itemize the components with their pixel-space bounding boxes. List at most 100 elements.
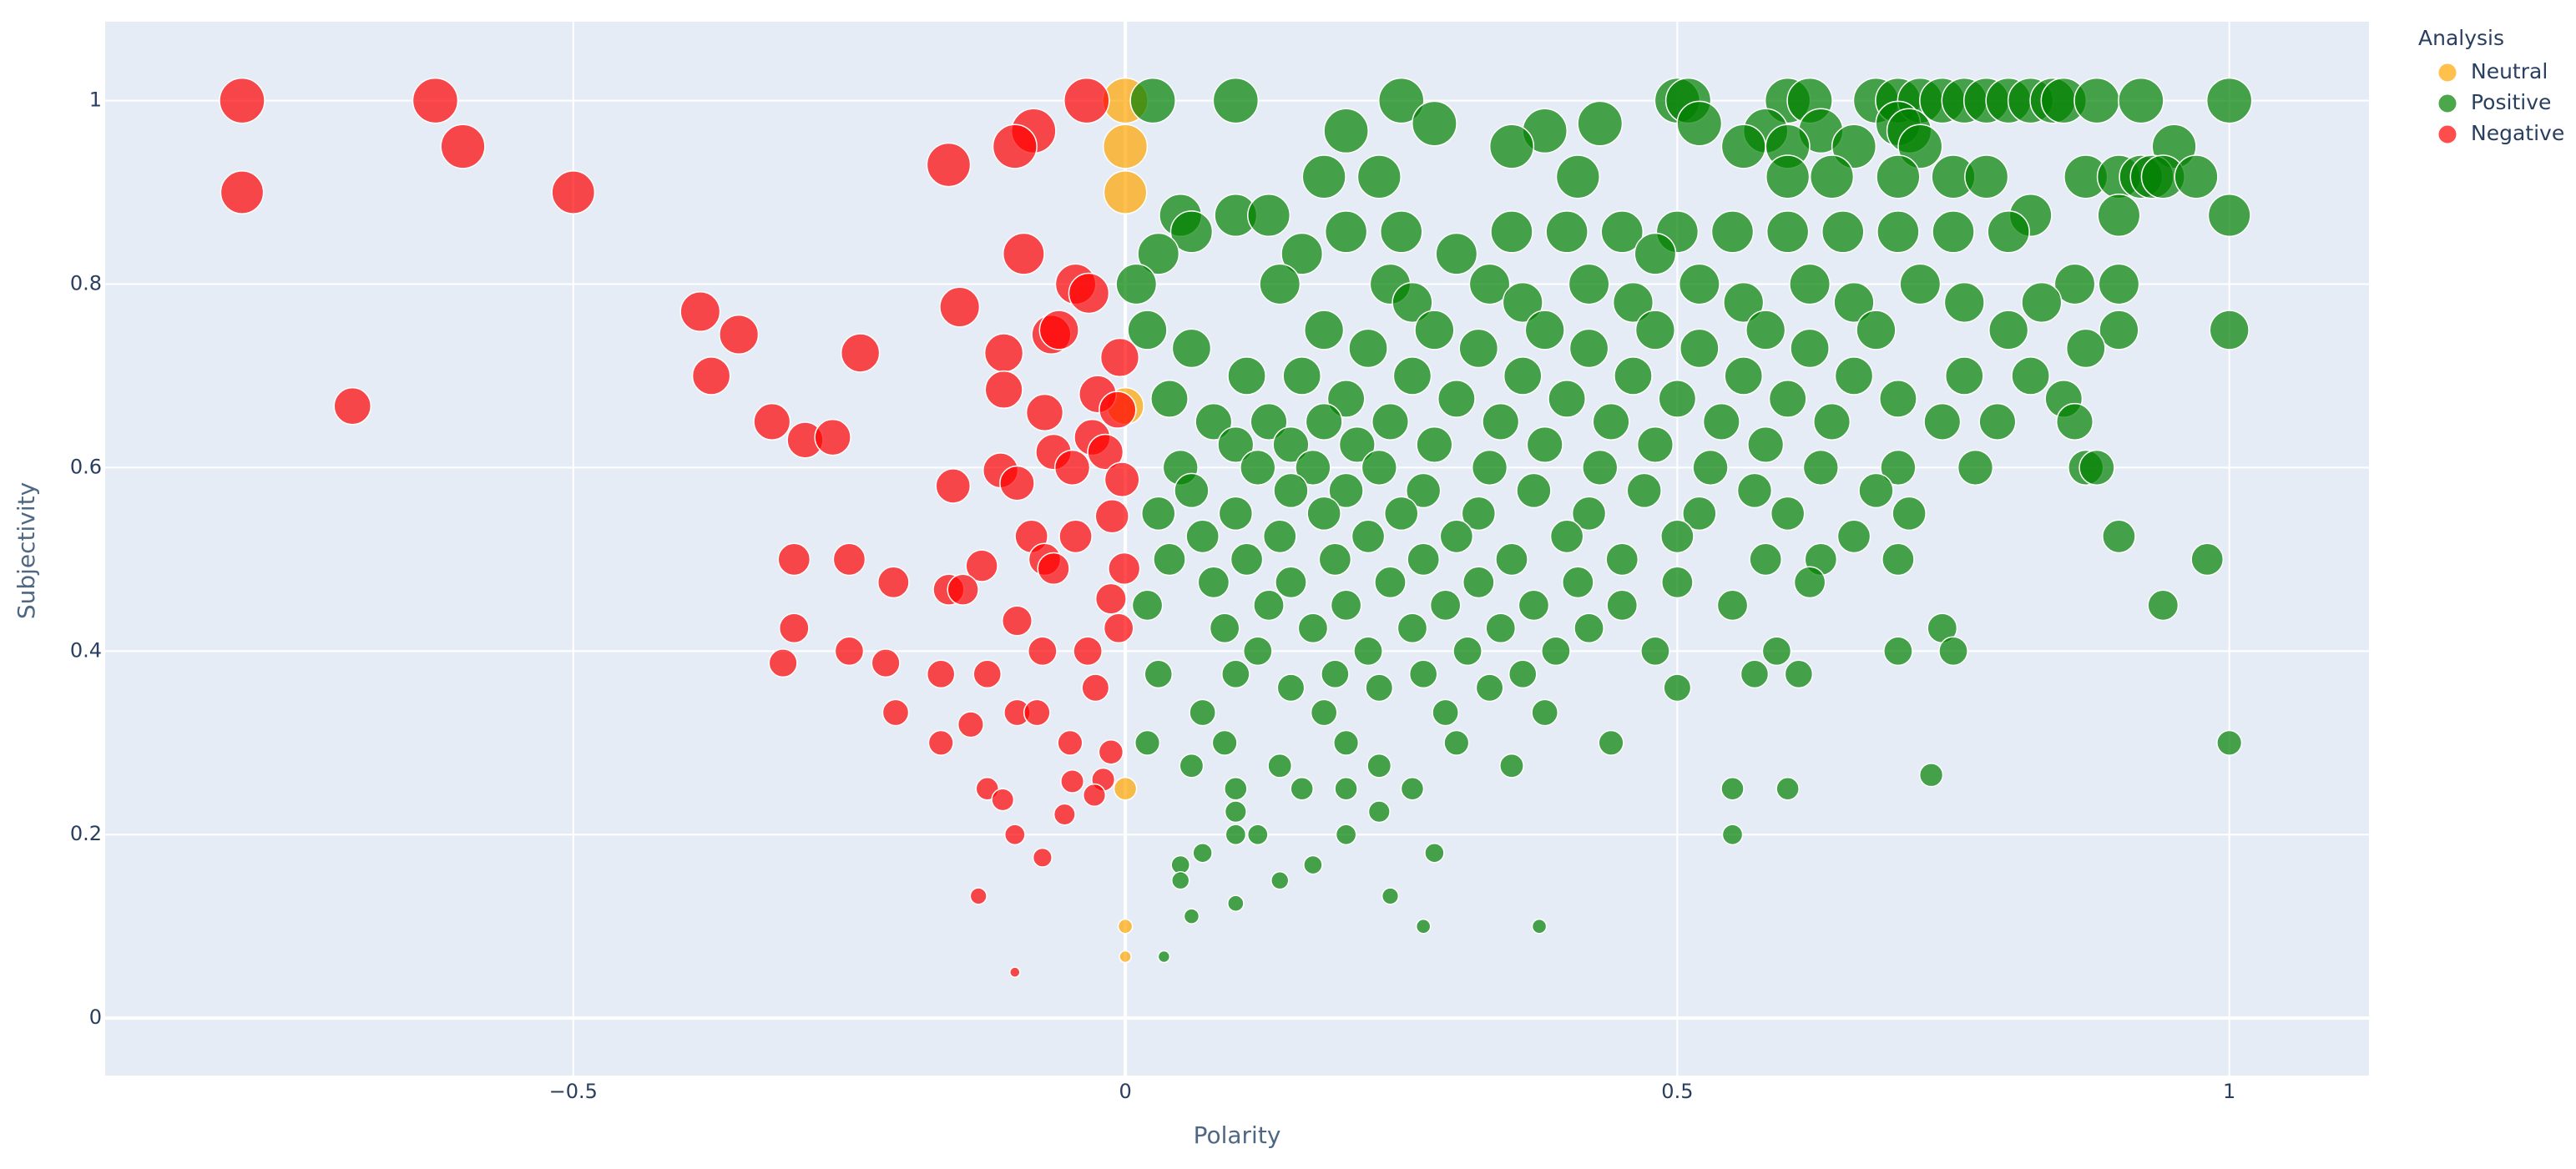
- point: [1876, 154, 1921, 199]
- point: [1038, 310, 1079, 350]
- y-tick-label: 0.4: [70, 638, 102, 662]
- point: [1663, 673, 1692, 703]
- point: [1295, 449, 1331, 486]
- point: [220, 170, 265, 214]
- point: [1724, 356, 1764, 396]
- point: [1150, 380, 1189, 418]
- point: [1761, 636, 1792, 667]
- point: [1541, 636, 1571, 667]
- point: [1113, 777, 1138, 801]
- point: [1518, 589, 1550, 622]
- point: [1716, 589, 1749, 622]
- point: [1225, 824, 1247, 846]
- point: [691, 356, 731, 396]
- point: [1856, 310, 1897, 350]
- point: [1405, 472, 1442, 509]
- point: [1802, 449, 1839, 486]
- x-axis-title: Polarity: [1194, 1121, 1281, 1149]
- point: [2118, 77, 2164, 124]
- point: [927, 729, 954, 756]
- point: [1131, 589, 1164, 622]
- point: [1549, 519, 1584, 554]
- point: [1259, 263, 1301, 305]
- point: [1516, 472, 1552, 509]
- point: [926, 659, 956, 689]
- point: [1626, 472, 1662, 509]
- point: [1745, 310, 1786, 350]
- point: [1276, 673, 1306, 703]
- point: [1218, 496, 1254, 532]
- point: [1678, 263, 1720, 305]
- point: [957, 711, 984, 738]
- point: [1661, 566, 1694, 599]
- point: [1037, 552, 1070, 586]
- point: [412, 77, 459, 124]
- point: [1605, 542, 1639, 577]
- point: [1488, 123, 1535, 169]
- point: [1987, 210, 2030, 254]
- point: [1416, 426, 1453, 464]
- point: [1272, 426, 1310, 464]
- point: [1531, 698, 1559, 727]
- point: [1721, 824, 1744, 846]
- point: [1330, 589, 1362, 622]
- point: [551, 170, 596, 214]
- point: [1612, 281, 1654, 324]
- point: [926, 142, 972, 188]
- point: [1833, 281, 1875, 324]
- point: [1424, 843, 1445, 864]
- point: [1192, 843, 1213, 864]
- point: [1545, 210, 1589, 254]
- point: [1371, 402, 1410, 441]
- point: [1356, 154, 1402, 199]
- point: [1813, 402, 1851, 441]
- point: [1127, 310, 1168, 350]
- point: [1439, 519, 1474, 554]
- point: [1366, 753, 1392, 778]
- point: [1790, 328, 1830, 369]
- point: [2053, 263, 2096, 305]
- point: [984, 370, 1023, 410]
- point: [1548, 380, 1587, 418]
- x-tick-label: −0.5: [549, 1080, 598, 1103]
- point: [1878, 380, 1917, 418]
- point: [2021, 281, 2063, 324]
- point: [983, 333, 1024, 373]
- point: [1634, 310, 1676, 350]
- point: [333, 386, 372, 426]
- point: [1412, 100, 1457, 147]
- point: [1634, 232, 1677, 275]
- point: [1723, 281, 1765, 324]
- point: [1415, 918, 1432, 935]
- legend-title: Analysis: [2418, 26, 2504, 50]
- point: [1502, 281, 1543, 324]
- point: [1230, 542, 1264, 577]
- point: [1157, 950, 1171, 964]
- legend-marker: [2437, 124, 2457, 144]
- point: [768, 648, 798, 678]
- point: [1957, 449, 1994, 486]
- point: [1197, 566, 1230, 599]
- point: [1058, 519, 1093, 554]
- point: [1137, 232, 1180, 275]
- point: [1765, 210, 1810, 254]
- legend-label[interactable]: Negative: [2471, 121, 2564, 145]
- point: [1324, 210, 1368, 254]
- point: [1115, 263, 1158, 305]
- point: [1408, 659, 1438, 689]
- point: [1060, 769, 1085, 794]
- point: [1988, 310, 2029, 350]
- point: [1784, 659, 1814, 689]
- point: [1943, 281, 1985, 324]
- point: [1262, 519, 1297, 554]
- point: [1561, 566, 1594, 599]
- point: [1053, 803, 1076, 826]
- y-tick-label: 0: [89, 1005, 102, 1029]
- point: [1660, 519, 1695, 554]
- legend-label[interactable]: Positive: [2471, 90, 2551, 114]
- legend-label[interactable]: Neutral: [2471, 59, 2548, 83]
- point: [1468, 263, 1511, 305]
- point: [1836, 519, 1871, 554]
- x-tick-label: 0.5: [1661, 1080, 1693, 1103]
